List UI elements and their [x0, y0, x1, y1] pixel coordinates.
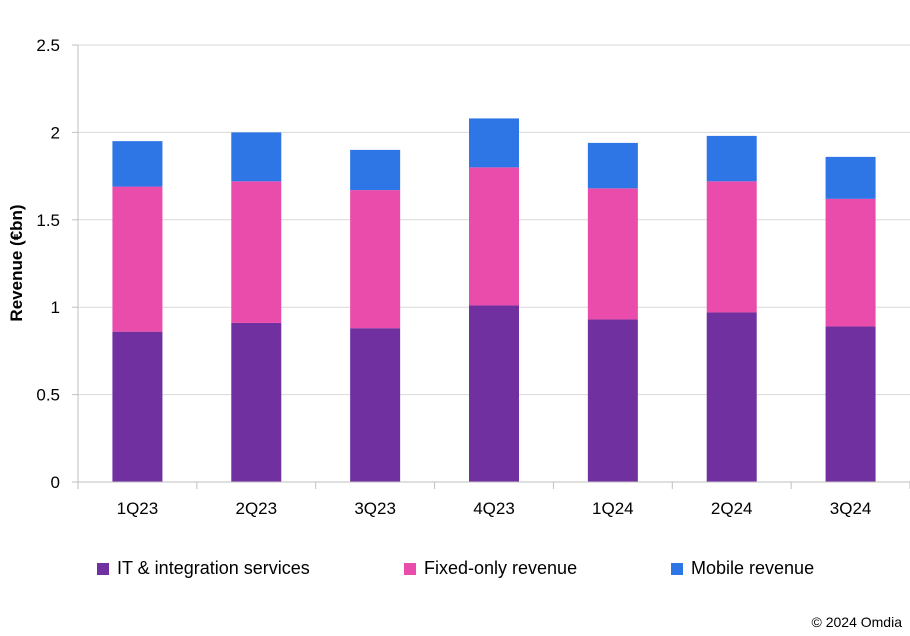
legend: IT & integration services Fixed-only rev…: [0, 558, 910, 582]
legend-label-mobile: Mobile revenue: [691, 558, 815, 578]
x-tick-label: 1Q23: [117, 499, 159, 518]
bar-segment-it-3q23: [350, 328, 401, 482]
bar-segment-mobile-4q23: [469, 118, 519, 168]
x-tick-label: 2Q23: [235, 499, 277, 518]
y-tick-label: 0: [51, 473, 60, 492]
bar-segment-mobile-1q24: [587, 142, 638, 189]
axes: 0 0.5 1 1.5 2 2.5 1Q23 2Q23 3Q23 4Q23 1Q24 2Q24 3Q24: [36, 36, 910, 518]
y-tick-label: 1: [51, 298, 60, 317]
bar-segment-mobile-3q23: [350, 149, 401, 191]
bar-segment-it-2q24: [706, 312, 757, 482]
bar-segment-fixed-1q24: [587, 188, 638, 320]
y-tick-label: 2: [51, 123, 60, 142]
bar-segment-it-2q23: [231, 322, 282, 482]
legend-swatch-it: [97, 562, 109, 575]
x-tick-label: 3Q23: [354, 499, 396, 518]
legend-label-it: IT & integration services: [117, 558, 310, 578]
legend-swatch-mobile: [671, 562, 683, 575]
legend-swatch-fixed: [404, 562, 416, 575]
x-tick-label: 1Q24: [592, 499, 634, 518]
bar-segment-it-4q23: [469, 305, 519, 482]
legend-item-mobile: Mobile revenue: [671, 558, 814, 579]
x-tick-label: 4Q23: [473, 499, 515, 518]
y-tick-label: 1.5: [36, 211, 60, 230]
chart: 0 0.5 1 1.5 2 2.5 1Q23 2Q23 3Q23 4Q23 1Q24 2Q24 3Q24…: [7, 36, 910, 518]
bar-segment-fixed-2q23: [231, 181, 282, 323]
bar-segment-it-1q24: [587, 319, 638, 482]
legend-item-fixed: Fixed-only revenue: [404, 558, 577, 579]
bar-segment-mobile-3q24: [825, 156, 876, 199]
x-tick-label: 2Q24: [711, 499, 753, 518]
bar-segment-mobile-2q23: [231, 132, 282, 182]
bar-segment-fixed-4q23: [469, 167, 519, 306]
copyright-notice: © 2024 Omdia: [811, 614, 902, 630]
bar-segment-fixed-3q23: [350, 190, 401, 329]
y-axis-title: Revenue (€bn): [7, 204, 26, 321]
y-tick-label: 2.5: [36, 36, 60, 55]
bar-segment-it-3q24: [825, 326, 876, 482]
bar-segment-fixed-1q23: [112, 186, 163, 332]
bar-segment-fixed-3q24: [825, 198, 876, 327]
bars: [112, 118, 876, 482]
x-tick-label: 3Q24: [830, 499, 872, 518]
legend-label-fixed: Fixed-only revenue: [424, 558, 578, 578]
bar-segment-mobile-1q23: [112, 141, 163, 187]
y-tick-label: 0.5: [36, 386, 60, 405]
bar-segment-mobile-2q24: [706, 135, 757, 182]
bar-segment-fixed-2q24: [706, 181, 757, 313]
legend-item-it: IT & integration services: [97, 558, 310, 579]
bar-segment-it-1q23: [112, 331, 163, 482]
